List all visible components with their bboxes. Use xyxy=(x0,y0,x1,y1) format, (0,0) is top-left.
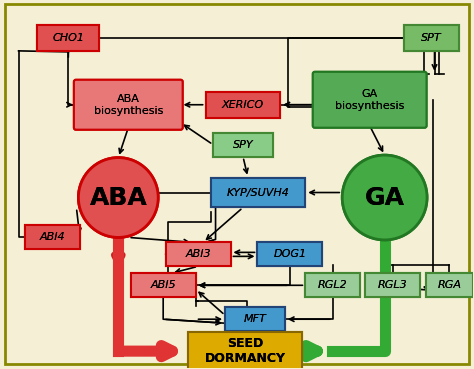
Bar xyxy=(225,307,285,331)
Bar xyxy=(210,177,305,207)
Bar xyxy=(365,273,420,297)
Text: DOG1: DOG1 xyxy=(273,249,306,259)
Bar xyxy=(25,225,80,249)
Bar xyxy=(305,273,360,297)
Text: MFT: MFT xyxy=(244,314,266,324)
Text: ABA
biosynthesis: ABA biosynthesis xyxy=(93,94,163,115)
Text: MFT: MFT xyxy=(244,314,266,324)
Text: ABI4: ABI4 xyxy=(40,232,65,242)
Bar xyxy=(188,332,302,369)
Bar xyxy=(404,25,459,51)
Text: RGL3: RGL3 xyxy=(378,280,408,290)
Text: ABI5: ABI5 xyxy=(150,280,176,290)
FancyBboxPatch shape xyxy=(313,72,427,128)
Text: GA: GA xyxy=(365,186,405,210)
Text: RGA: RGA xyxy=(438,280,462,290)
Text: RGL3: RGL3 xyxy=(378,280,408,290)
Bar xyxy=(37,25,100,51)
Text: XERICO: XERICO xyxy=(222,100,264,110)
Ellipse shape xyxy=(342,155,427,240)
Bar xyxy=(404,25,459,51)
Bar xyxy=(213,133,273,156)
Text: RGL2: RGL2 xyxy=(318,280,347,290)
Bar xyxy=(206,92,281,118)
Text: DOG1: DOG1 xyxy=(273,249,306,259)
Text: ABI5: ABI5 xyxy=(150,280,176,290)
Text: ABA
biosynthesis: ABA biosynthesis xyxy=(93,94,163,115)
Text: SPT: SPT xyxy=(421,33,442,43)
Text: GA: GA xyxy=(365,186,405,210)
Bar xyxy=(188,332,302,369)
Bar xyxy=(426,273,474,297)
Bar xyxy=(166,242,230,266)
Bar xyxy=(166,242,230,266)
Bar xyxy=(257,242,322,266)
FancyBboxPatch shape xyxy=(74,80,182,130)
Text: SPT: SPT xyxy=(421,33,442,43)
Text: SPY: SPY xyxy=(233,139,253,150)
FancyBboxPatch shape xyxy=(313,72,427,128)
Bar xyxy=(305,273,360,297)
Text: RGA: RGA xyxy=(438,280,462,290)
Bar xyxy=(426,273,474,297)
FancyBboxPatch shape xyxy=(74,80,182,130)
Bar xyxy=(257,242,322,266)
Text: XERICO: XERICO xyxy=(222,100,264,110)
Text: RGL2: RGL2 xyxy=(318,280,347,290)
Text: SEED
DORMANCY: SEED DORMANCY xyxy=(204,337,285,365)
Text: ABA: ABA xyxy=(90,186,147,210)
Text: KYP/SUVH4: KYP/SUVH4 xyxy=(227,187,290,197)
Text: SPY: SPY xyxy=(233,139,253,150)
Text: GA
biosynthesis: GA biosynthesis xyxy=(335,89,404,111)
Bar xyxy=(213,133,273,156)
Text: ABA: ABA xyxy=(90,186,147,210)
Text: SEED
DORMANCY: SEED DORMANCY xyxy=(204,337,285,365)
Text: ABI4: ABI4 xyxy=(40,232,65,242)
Text: GA
biosynthesis: GA biosynthesis xyxy=(335,89,404,111)
Text: KYP/SUVH4: KYP/SUVH4 xyxy=(227,187,290,197)
Bar xyxy=(37,25,100,51)
Bar xyxy=(365,273,420,297)
Bar xyxy=(225,307,285,331)
Text: ABI3: ABI3 xyxy=(185,249,211,259)
Bar xyxy=(131,273,196,297)
Bar xyxy=(210,177,305,207)
Text: CHO1: CHO1 xyxy=(53,33,84,43)
Bar xyxy=(131,273,196,297)
Ellipse shape xyxy=(78,158,158,237)
Ellipse shape xyxy=(78,158,158,237)
Bar xyxy=(206,92,281,118)
Text: CHO1: CHO1 xyxy=(53,33,84,43)
Bar xyxy=(25,225,80,249)
Text: ABI3: ABI3 xyxy=(185,249,211,259)
Ellipse shape xyxy=(342,155,427,240)
